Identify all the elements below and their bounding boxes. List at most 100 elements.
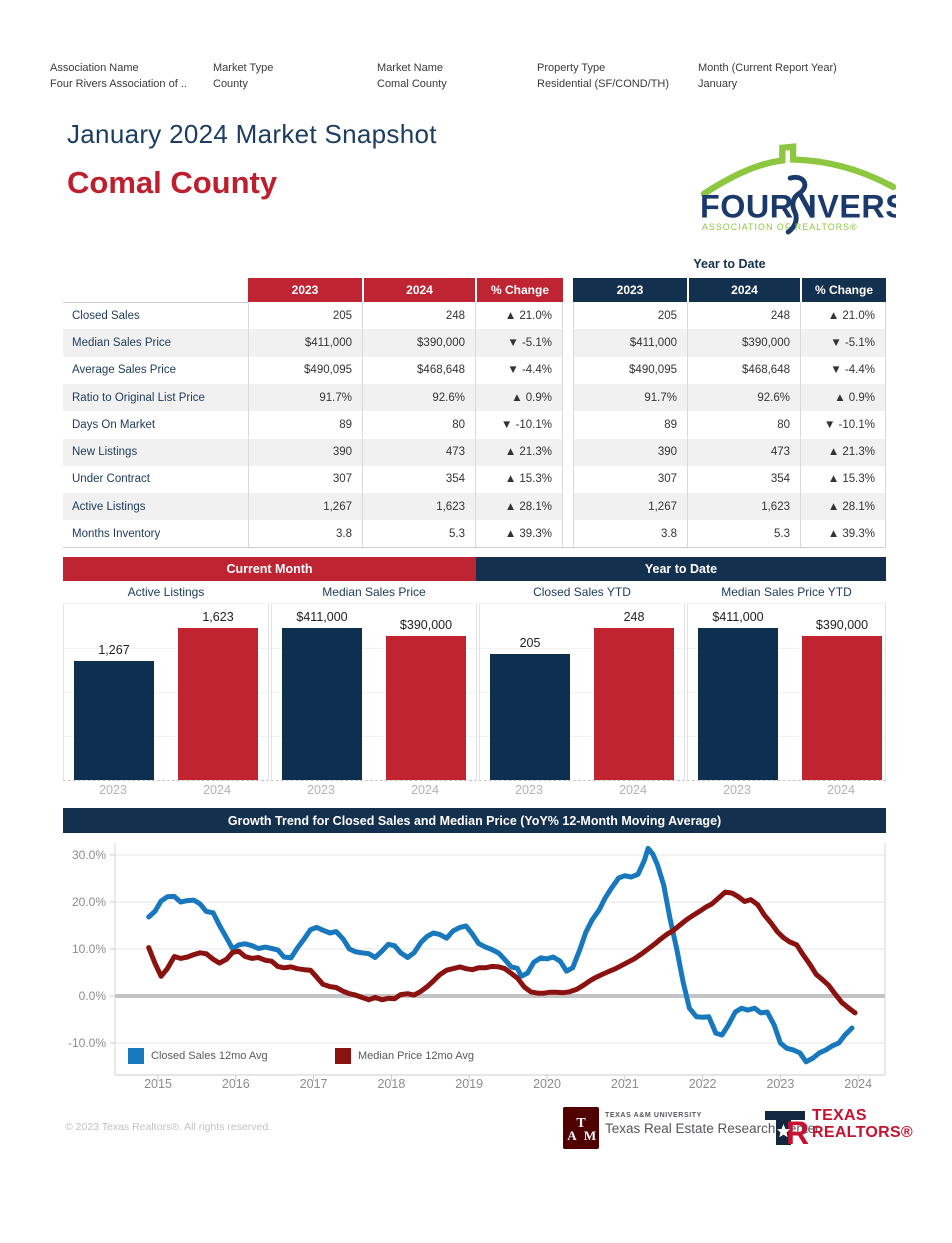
meta-label: Market Type bbox=[213, 62, 274, 74]
bar-2023 bbox=[490, 654, 570, 780]
meta-field-month-current-report-year-: Month (Current Report Year) January bbox=[698, 60, 837, 92]
cm-value: 1,267 bbox=[248, 493, 362, 521]
metric-label: Active Listings bbox=[63, 493, 248, 521]
tamu-research-center-label: Texas Real Estate Research Center bbox=[605, 1121, 820, 1136]
ytd-value: $468,648 bbox=[687, 356, 800, 384]
table-row: Days On Market 89 80 ▼ -10.1% 89 80 ▼ -10.1% bbox=[63, 411, 886, 439]
cm-value: 80 bbox=[362, 411, 475, 439]
ytd-pct-change: ▼ -4.4% bbox=[800, 356, 886, 384]
logo-river-r-icon bbox=[785, 174, 815, 235]
table-corner bbox=[63, 278, 248, 302]
ytd-value: $490,095 bbox=[573, 356, 687, 384]
ytd-pct-change: ▼ -10.1% bbox=[800, 411, 886, 439]
cm-pct-change: ▼ -5.1% bbox=[475, 329, 563, 357]
table-gap bbox=[563, 493, 573, 521]
gridline bbox=[64, 648, 268, 649]
ytd-value: 89 bbox=[573, 411, 687, 439]
ytd-value: 473 bbox=[687, 438, 800, 466]
bar-plot-area: $411,000 $390,000 bbox=[687, 603, 886, 781]
x-tick-label: 2021 bbox=[611, 1077, 639, 1091]
metric-label: New Listings bbox=[63, 438, 248, 466]
x-tick-label: 2018 bbox=[377, 1077, 405, 1091]
bar-plot-area: 205 248 bbox=[479, 603, 685, 781]
metric-label: Median Sales Price bbox=[63, 329, 248, 357]
cm-column-header: 2023 bbox=[248, 278, 362, 302]
ytd-pct-change: ▲ 21.0% bbox=[800, 302, 886, 330]
bar-x-tick-label: 2023 bbox=[723, 783, 751, 797]
svg-text:R: R bbox=[786, 1115, 808, 1147]
year-to-date-banner: Year to Date bbox=[476, 557, 886, 581]
x-tick-label: 2022 bbox=[689, 1077, 717, 1091]
cm-value: $468,648 bbox=[362, 356, 475, 384]
cm-value: 91.7% bbox=[248, 383, 362, 412]
ytd-pct-change: ▲ 21.3% bbox=[800, 438, 886, 466]
cm-pct-change: ▼ -4.4% bbox=[475, 356, 563, 384]
bar-value-label: 205 bbox=[519, 636, 541, 650]
bar-chart-title: Closed Sales YTD bbox=[533, 585, 631, 599]
table-row: Average Sales Price $490,095 $468,648 ▼ -4.… bbox=[63, 356, 886, 384]
metric-label: Under Contract bbox=[72, 473, 150, 486]
x-tick-label: 2020 bbox=[533, 1077, 561, 1091]
table-gap bbox=[563, 278, 573, 302]
bar-x-tick-label: 2023 bbox=[307, 783, 335, 797]
gridline bbox=[64, 736, 268, 737]
meta-label: Month (Current Report Year) bbox=[698, 62, 837, 74]
ytd-column-header: 2023 bbox=[573, 278, 687, 302]
table-gap bbox=[563, 383, 573, 412]
trend-chart-title-banner: Growth Trend for Closed Sales and Median… bbox=[63, 808, 886, 833]
y-tick-label: 20.0% bbox=[72, 895, 106, 909]
logo-roof-icon bbox=[700, 143, 896, 197]
gridline bbox=[480, 692, 684, 693]
svg-text:T: T bbox=[576, 1116, 586, 1131]
bar-value-label: 248 bbox=[623, 610, 645, 624]
legend-median-price-label: Median Price 12mo Avg bbox=[358, 1050, 474, 1062]
cm-value: $490,095 bbox=[248, 356, 362, 384]
meta-value: Comal County bbox=[377, 78, 447, 90]
cm-value: 390 bbox=[248, 438, 362, 466]
cm-value: 5.3 bbox=[362, 520, 475, 548]
meta-label: Association Name bbox=[50, 62, 139, 74]
bar-chart-median-sales-price: Median Sales Price $411,000 $390,000 2023 20… bbox=[271, 585, 477, 799]
y-tick-label: 30.0% bbox=[72, 848, 106, 862]
cm-pct-change: ▲ 21.0% bbox=[475, 302, 563, 330]
x-tick-label: 2023 bbox=[766, 1077, 794, 1091]
tamu-university-label: TEXAS A&M UNIVERSITY bbox=[605, 1112, 702, 1119]
bar-x-tick-label: 2023 bbox=[515, 783, 543, 797]
series-line-median-price bbox=[146, 889, 858, 1016]
table-gap bbox=[563, 356, 573, 384]
cm-pct-change: ▼ -10.1% bbox=[475, 411, 563, 439]
legend-median-price: Median Price 12mo Avg bbox=[335, 1048, 474, 1064]
table-gap bbox=[563, 302, 573, 330]
cm-value: 473 bbox=[362, 438, 475, 466]
ytd-value: 91.7% bbox=[573, 383, 687, 412]
bar-chart-title: Median Sales Price YTD bbox=[721, 585, 852, 599]
ytd-value: 3.8 bbox=[573, 520, 687, 548]
meta-value: Four Rivers Association of .. bbox=[50, 78, 187, 90]
bar-plot-area: 1,267 1,623 bbox=[63, 603, 269, 781]
meta-label: Market Name bbox=[377, 62, 444, 74]
cm-pct-change: ▲ 28.1% bbox=[475, 493, 563, 521]
ytd-value: 205 bbox=[573, 302, 687, 330]
closed-sales-swatch-icon bbox=[128, 1048, 144, 1064]
current-month-banner: Current Month bbox=[63, 557, 476, 581]
four-rivers-logo: FOUR IVERS ASSOCIATION OF REALTORS® bbox=[700, 143, 896, 235]
table-row: Months Inventory 3.8 5.3 ▲ 39.3% 3.8 5.3 ▲ 39.… bbox=[63, 520, 886, 548]
logo-text-ivers: IVERS bbox=[808, 188, 896, 224]
median-price-swatch-icon bbox=[335, 1048, 351, 1064]
gridline bbox=[272, 692, 476, 693]
cm-pct-change: ▲ 15.3% bbox=[475, 465, 563, 494]
ytd-value: 5.3 bbox=[687, 520, 800, 548]
cm-value: 89 bbox=[248, 411, 362, 439]
bar-x-tick-label: 2024 bbox=[827, 783, 855, 797]
meta-value: County bbox=[213, 78, 248, 90]
bar-chart-closed-sales-ytd: Closed Sales YTD 205 248 2023 2024 bbox=[479, 585, 685, 799]
table-gap bbox=[563, 411, 573, 439]
logo-text-four: FOUR bbox=[700, 188, 794, 224]
cm-value: $390,000 bbox=[362, 329, 475, 357]
x-tick-label: 2019 bbox=[455, 1077, 483, 1091]
x-tick-label: 2016 bbox=[222, 1077, 250, 1091]
gridline bbox=[272, 736, 476, 737]
bar-value-label: $390,000 bbox=[815, 618, 869, 632]
cm-value: 3.8 bbox=[248, 520, 362, 548]
